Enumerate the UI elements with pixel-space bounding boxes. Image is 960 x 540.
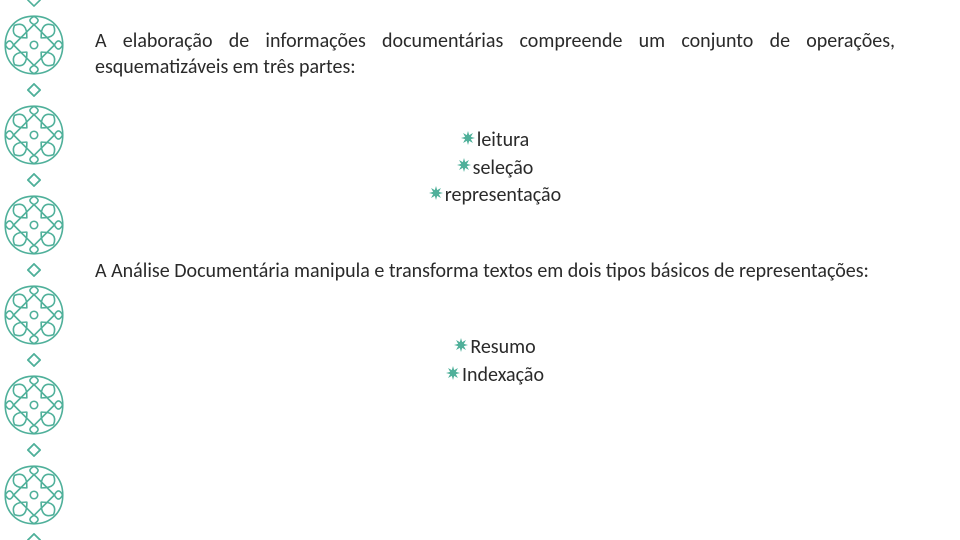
slide-content: A elaboração de informações documentária… — [95, 28, 895, 438]
bullet-label: representação — [445, 183, 561, 207]
bullet-item: leitura — [95, 127, 895, 155]
bullet-group-1: leitura seleção representação — [95, 127, 895, 210]
star-icon — [454, 333, 468, 360]
bullet-item: Resumo — [95, 334, 895, 362]
bullet-item: representação — [95, 182, 895, 210]
border-pattern-svg — [0, 0, 68, 540]
bullet-group-2: Resumo Indexação — [95, 334, 895, 389]
star-icon — [446, 361, 460, 388]
star-icon — [429, 181, 443, 208]
bullet-label: leitura — [477, 128, 529, 152]
bullet-item: Indexação — [95, 362, 895, 390]
star-icon — [461, 126, 475, 153]
intro-paragraph-2: A Análise Documentária manipula e transf… — [95, 258, 895, 284]
intro-paragraph-1: A elaboração de informações documentária… — [95, 28, 895, 81]
bullet-label: Indexação — [462, 363, 544, 387]
bullet-label: seleção — [473, 156, 534, 180]
star-icon — [457, 153, 471, 180]
bullet-label: Resumo — [470, 335, 535, 359]
bullet-item: seleção — [95, 155, 895, 183]
decorative-left-border — [0, 0, 68, 540]
